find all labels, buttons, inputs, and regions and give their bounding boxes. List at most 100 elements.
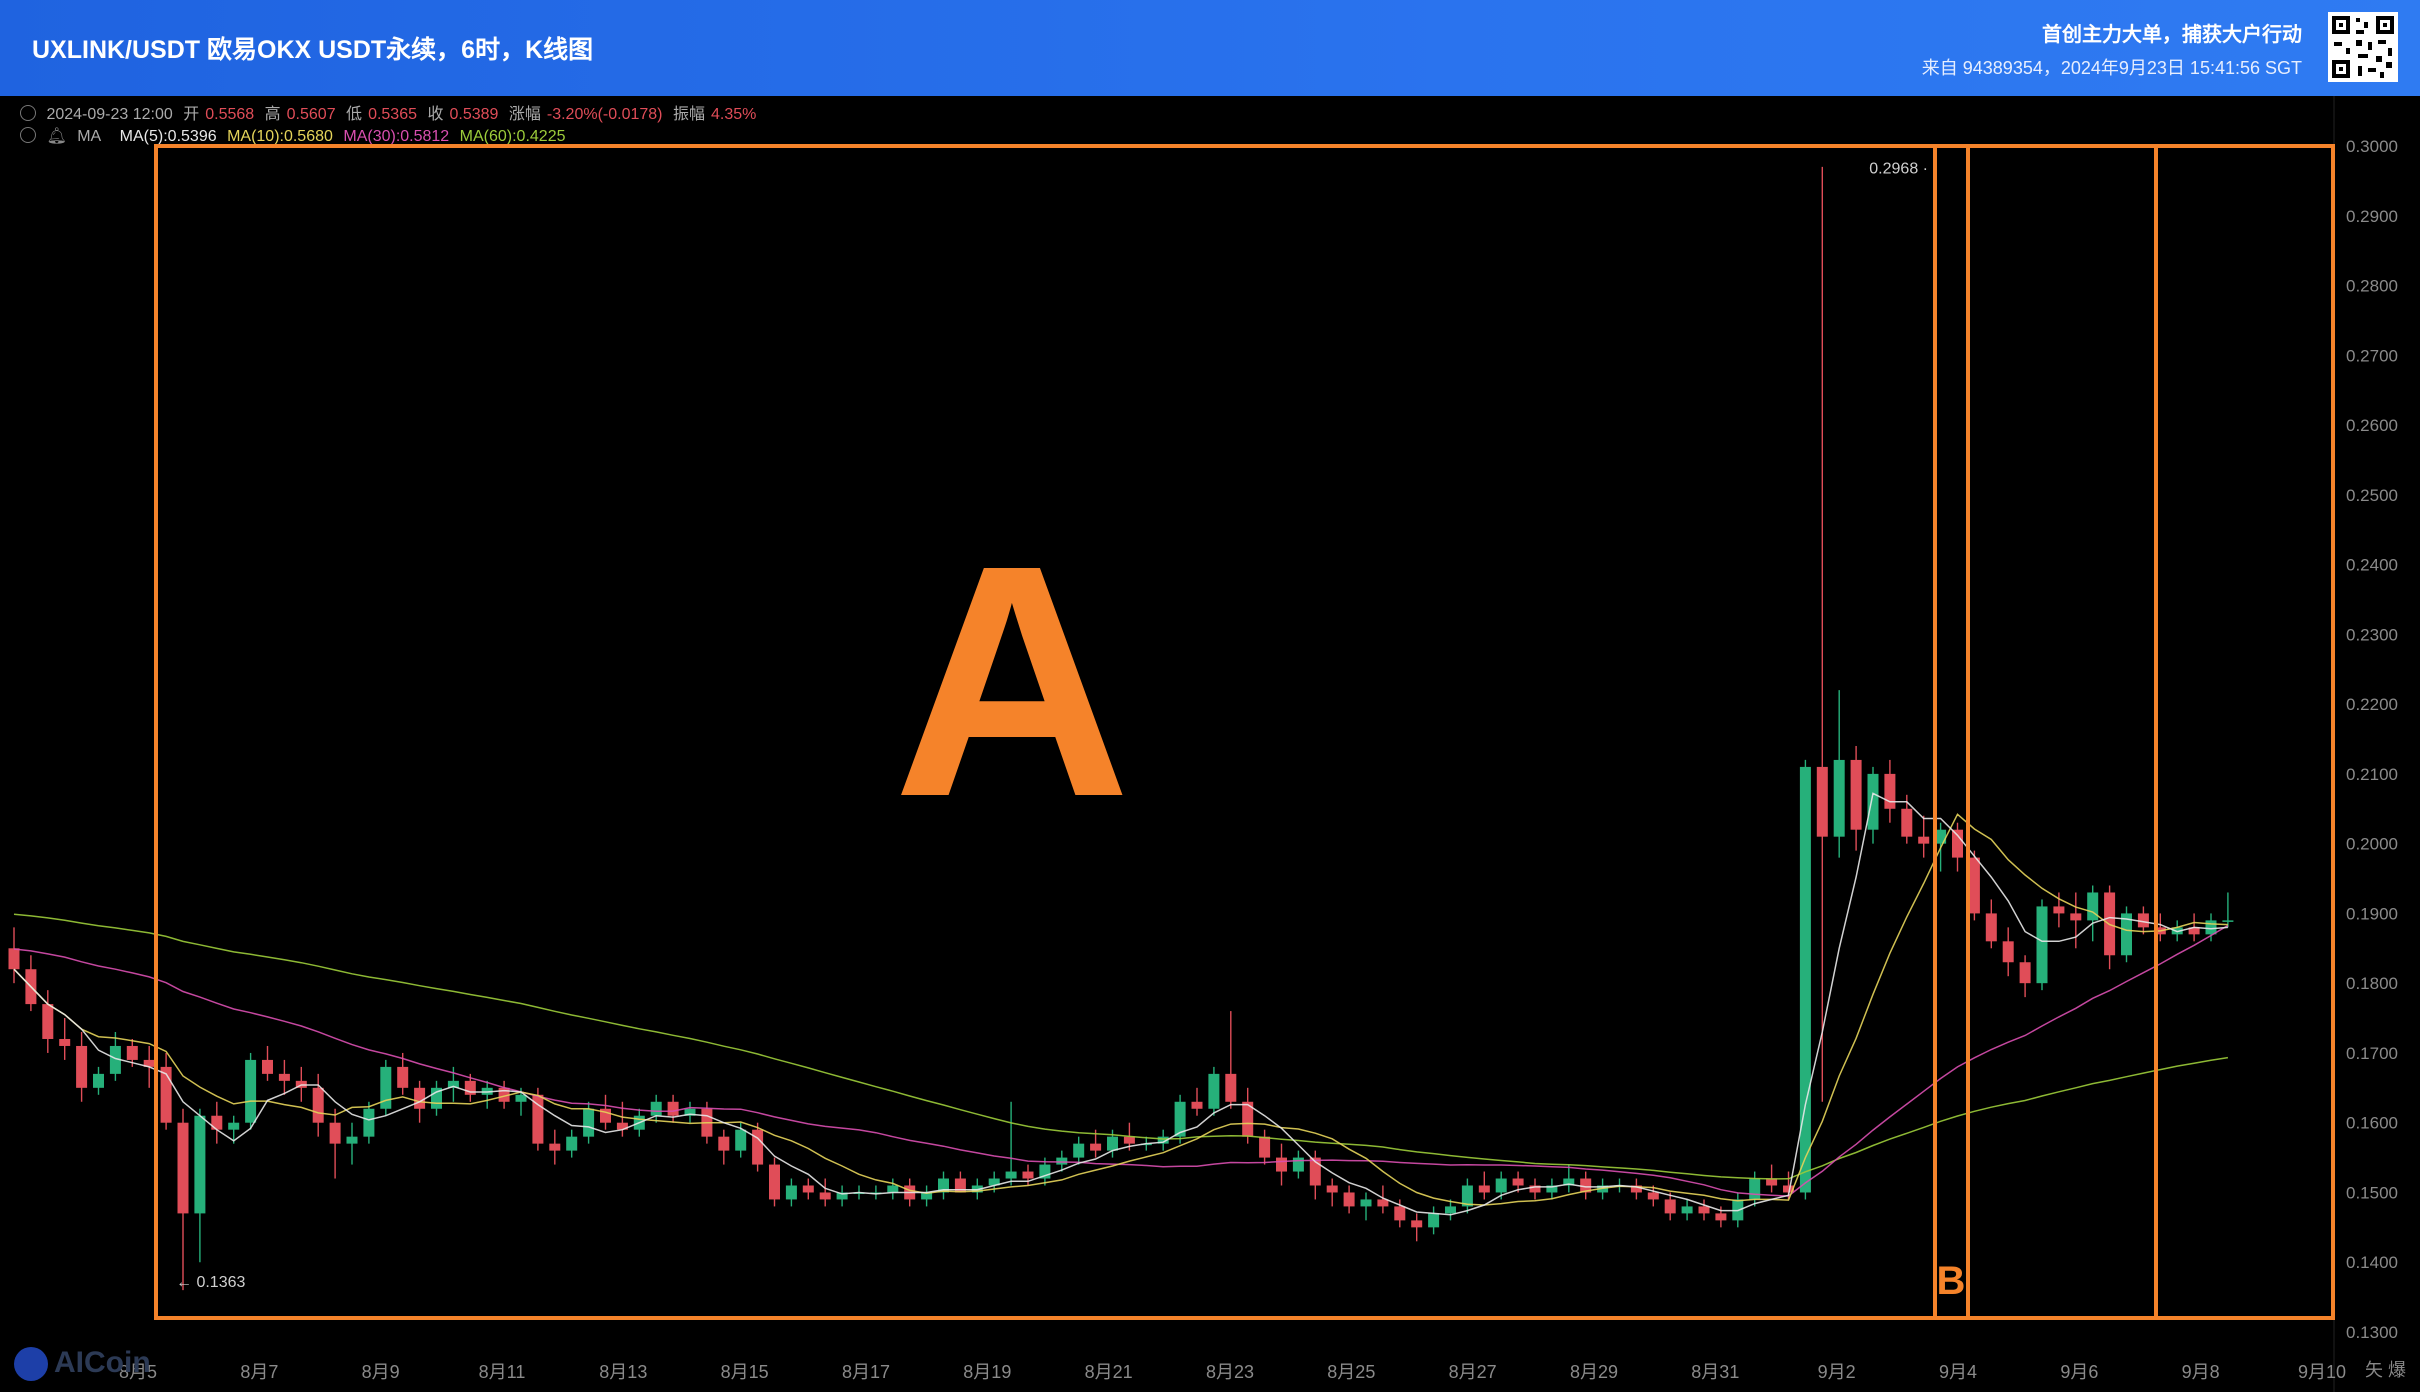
candle-body bbox=[109, 1045, 121, 1074]
x-tick-label: 9月2 bbox=[1818, 1362, 1856, 1382]
candle-body bbox=[1715, 1213, 1727, 1221]
candle-body bbox=[802, 1185, 814, 1193]
candle-body bbox=[1461, 1185, 1473, 1207]
candle-body bbox=[1816, 766, 1828, 837]
candle-body bbox=[2036, 906, 2048, 984]
y-tick-label: 0.2200 bbox=[2346, 695, 2398, 714]
ma-info-line: 🔔︎ MA MA(5):0.5396 MA(10):0.5680 MA(30):… bbox=[20, 126, 572, 146]
candle-body bbox=[718, 1136, 730, 1151]
candle-body bbox=[1901, 808, 1913, 837]
candle-body bbox=[667, 1101, 679, 1116]
candle-body bbox=[1292, 1157, 1304, 1172]
annotation-label-b: B bbox=[1937, 1259, 1966, 1303]
candle-body bbox=[1157, 1136, 1169, 1144]
x-tick-label: 8月9 bbox=[362, 1362, 400, 1382]
high-label: 高 bbox=[264, 106, 281, 123]
y-tick-label: 0.2800 bbox=[2346, 277, 2398, 296]
x-tick-label: 9月10 bbox=[2298, 1362, 2346, 1382]
watermark-text: AICoin bbox=[54, 1346, 151, 1379]
promo-text[interactable]: 首创主力大单，捕获大户行动 bbox=[2042, 24, 2302, 46]
candle-body bbox=[1799, 766, 1811, 1193]
y-tick-label: 0.2600 bbox=[2346, 416, 2398, 435]
corner-icons[interactable]: ⽮ 爆 bbox=[2364, 1360, 2406, 1380]
high-value: 0.5607 bbox=[286, 106, 336, 123]
candle-body bbox=[2053, 906, 2065, 914]
header-bar: UXLINK/USDT 欧易OKX USDT永续，6时，K线图 首创主力大单，捕… bbox=[0, 0, 2420, 96]
candle-body bbox=[397, 1066, 409, 1088]
y-tick-label: 0.2900 bbox=[2346, 207, 2398, 226]
bell-icon[interactable]: 🔔︎ bbox=[46, 128, 67, 145]
toggle-circle-icon[interactable] bbox=[20, 105, 36, 121]
ma10-value: MA(10):0.5680 bbox=[227, 128, 333, 145]
candle-body bbox=[245, 1059, 257, 1123]
x-tick-label: 8月23 bbox=[1206, 1362, 1254, 1382]
candle-body bbox=[600, 1108, 611, 1123]
y-tick-label: 0.3000 bbox=[2346, 137, 2398, 156]
candle-body bbox=[1766, 1178, 1778, 1186]
candlestick-chart[interactable]: 0.3000 0.2900 0.2800 0.2700 0.2600 0.2500 0.24… bbox=[0, 96, 2420, 1392]
candle-body bbox=[278, 1073, 290, 1081]
candle-body bbox=[836, 1192, 848, 1200]
candle-body bbox=[1867, 773, 1879, 830]
candle-body bbox=[1850, 759, 1862, 830]
candle-body bbox=[1529, 1185, 1541, 1193]
candle-body bbox=[1208, 1073, 1220, 1109]
candle-body bbox=[447, 1080, 459, 1088]
annotation-box-b bbox=[1933, 144, 1970, 1320]
candle-body bbox=[2137, 913, 2149, 928]
ma-label[interactable]: MA bbox=[77, 128, 102, 145]
candle-body bbox=[1411, 1220, 1423, 1228]
x-tick-label: 9月6 bbox=[2060, 1362, 2098, 1382]
candle-body bbox=[346, 1136, 358, 1144]
annotation-label-a: A bbox=[893, 496, 1131, 865]
toggle-circle-icon[interactable] bbox=[20, 127, 36, 143]
candle-body bbox=[1681, 1206, 1693, 1214]
candle-body bbox=[414, 1087, 426, 1109]
x-tick-label: 8月11 bbox=[479, 1362, 526, 1382]
x-tick-label: 8月27 bbox=[1449, 1362, 1497, 1382]
candle-body bbox=[2222, 920, 2234, 922]
x-tick-label: 8月29 bbox=[1570, 1362, 1618, 1382]
candle-body bbox=[2087, 892, 2099, 921]
candle-body bbox=[650, 1101, 662, 1116]
candle-body bbox=[532, 1094, 544, 1144]
candle-body bbox=[464, 1080, 476, 1095]
candle-body bbox=[1090, 1143, 1102, 1151]
candle-body bbox=[887, 1185, 899, 1193]
candle-body bbox=[1546, 1185, 1558, 1193]
candle-body bbox=[1445, 1206, 1456, 1214]
candle-body bbox=[1140, 1143, 1152, 1146]
candle-body bbox=[2002, 941, 2014, 963]
y-tick-label: 0.1300 bbox=[2346, 1323, 2398, 1342]
ma60-value: MA(60):0.4225 bbox=[459, 128, 566, 145]
x-tick-label: 8月7 bbox=[240, 1362, 278, 1382]
amp-label: 振幅 bbox=[672, 106, 705, 123]
candle-body bbox=[177, 1122, 189, 1214]
candle-body bbox=[1918, 836, 1930, 844]
candle-body bbox=[194, 1115, 206, 1214]
ma30-value: MA(30):0.5812 bbox=[343, 128, 450, 145]
candle-body bbox=[616, 1122, 628, 1130]
source-text: 来自 94389354，2024年9月23日 15:41:56 SGT bbox=[1921, 58, 2302, 78]
candle-body bbox=[1123, 1136, 1135, 1144]
candle-body bbox=[1884, 773, 1896, 809]
candle-body bbox=[1630, 1185, 1642, 1193]
candle-body bbox=[1276, 1157, 1287, 1172]
x-tick-label: 8月25 bbox=[1327, 1362, 1375, 1382]
candle-body bbox=[583, 1108, 595, 1137]
candle-body bbox=[1242, 1101, 1254, 1137]
candle-body bbox=[1259, 1136, 1271, 1158]
candle-body bbox=[1563, 1178, 1575, 1186]
x-tick-label: 8月15 bbox=[721, 1362, 769, 1382]
candle-body bbox=[1968, 857, 1980, 914]
y-tick-label: 0.2300 bbox=[2346, 625, 2398, 644]
candle-body bbox=[1580, 1178, 1592, 1193]
change-value: -3.20%(-0.0178) bbox=[546, 106, 663, 123]
ma60-line bbox=[13, 913, 2229, 1180]
aicoin-logo-icon bbox=[14, 1347, 48, 1382]
low-label: 低 bbox=[346, 106, 363, 123]
candle-body bbox=[785, 1185, 797, 1200]
annotation-box-outer bbox=[154, 144, 2335, 1320]
candle-body bbox=[1022, 1171, 1034, 1179]
candle-body bbox=[8, 948, 20, 970]
